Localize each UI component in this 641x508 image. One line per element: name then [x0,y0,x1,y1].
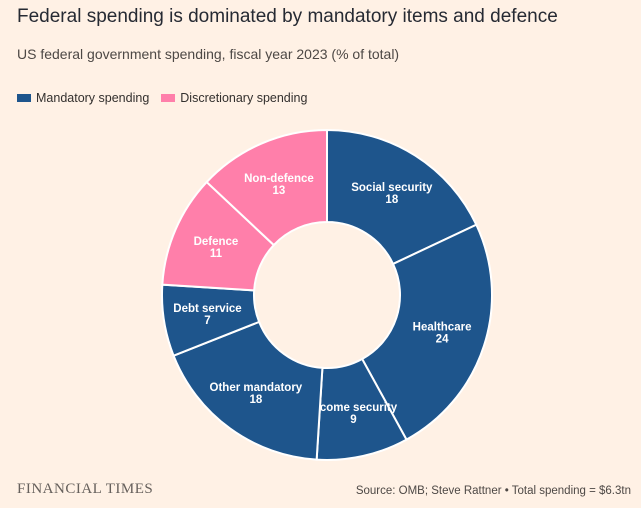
slice-label-income-security: Income security 9 [310,402,398,426]
slice-label-healthcare: Healthcare 24 [413,321,472,345]
slice-label-non-defence: Non-defence 13 [244,173,314,197]
slice-non-defence [205,128,328,247]
slice-label-defence: Defence 11 [194,236,239,260]
slice-label-social-security: Social security 18 [351,182,433,206]
source-note: Source: OMB; Steve Rattner • Total spend… [355,485,631,497]
chart-title: Federal spending is dominated by mandato… [17,6,558,27]
ft-logo: FINANCIAL TIMES [17,481,154,497]
legend-label-discretionary: Discretionary spending [180,91,308,105]
slice-social-security [326,128,478,266]
legend-label-mandatory: Mandatory spending [36,91,150,105]
legend-swatch-mandatory [17,94,31,102]
chart-subtitle: US federal government spending, fiscal y… [17,46,400,62]
slice-healthcare [360,223,493,441]
legend-swatch-discretionary [161,94,176,102]
legend-item-mandatory: Mandatory spending [17,91,149,105]
legend: Mandatory spending Discretionary spendin… [17,91,319,105]
legend-item-discretionary: Discretionary spending [161,91,307,105]
slice-other-mandatory [172,320,324,461]
slice-label-other-mandatory: Other mandatory 18 [210,382,303,406]
slice-label-debt-service: Debt service 7 [173,303,241,327]
